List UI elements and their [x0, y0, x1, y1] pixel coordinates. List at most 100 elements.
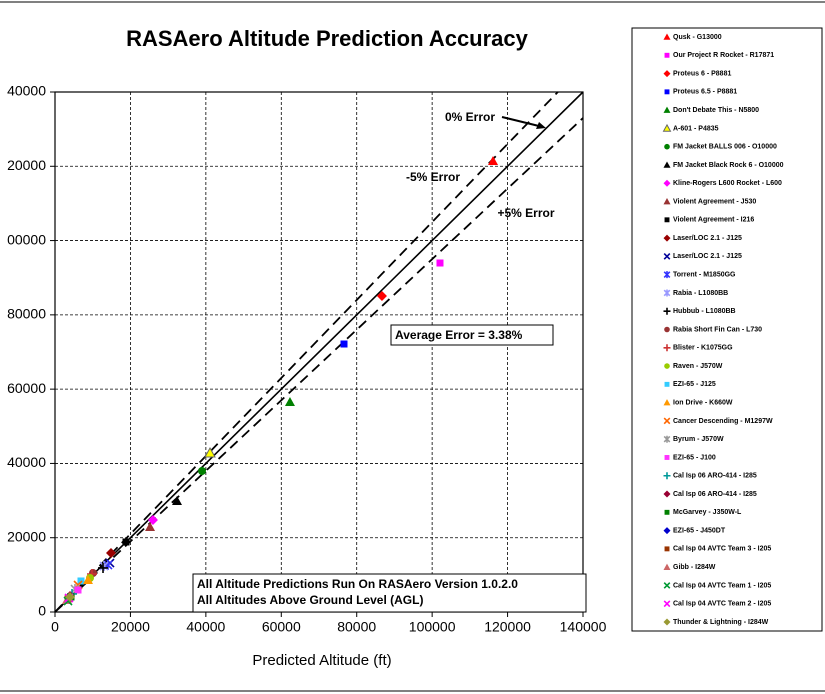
- arrow-line: [501, 116, 544, 128]
- arrow-head: [536, 122, 546, 129]
- point: [376, 290, 387, 301]
- legend-label: McGarvey - J350W-L: [673, 509, 742, 516]
- legend-marker: [663, 417, 671, 425]
- y-tick-label: 20000: [7, 528, 46, 544]
- legend-label: FM Jacket BALLS 006 - O10000: [673, 144, 777, 151]
- legend-label: Kline-Rogers L600 Rocket - L600: [673, 180, 782, 187]
- legend-label: Byrum - J570W: [673, 436, 724, 443]
- legend-marker: [663, 33, 671, 40]
- x-tick-label: 140000: [560, 619, 607, 635]
- legend-label: Cal Isp 06 ARO-414 - I285: [673, 491, 757, 498]
- legend-marker: [663, 399, 671, 406]
- legend-label: Rabia Short Fin Can - L730: [673, 326, 762, 333]
- legend-label: Raven - J570W: [673, 363, 723, 370]
- reference-label: 0% Error: [445, 110, 495, 124]
- legend-label: Cancer Descending - M1297W: [673, 418, 773, 425]
- legend-marker: [663, 253, 671, 260]
- points: [61, 156, 499, 606]
- legend-label: Don't Debate This - N5800: [673, 107, 759, 114]
- point: [74, 586, 82, 594]
- reference-label: -5% Error: [406, 170, 460, 184]
- legend-marker: [663, 198, 671, 205]
- y-tick-label: 40000: [7, 454, 46, 470]
- legend-label: FM Jacket Black Rock 6 - O10000: [673, 162, 784, 169]
- legend-marker: [663, 289, 671, 297]
- legend-label: Cal Isp 04 AVTC Team 3 - I205: [673, 546, 771, 553]
- legend-label: Gibb - I284W: [673, 564, 716, 571]
- y-tick-label: 40000: [7, 83, 46, 99]
- legend-label: Violent Agreement - J530: [673, 198, 756, 205]
- legend-label: EZI-65 - J125: [673, 381, 716, 388]
- note: All Altitude Predictions Run On RASAero …: [197, 577, 518, 591]
- legend-marker: [664, 89, 670, 95]
- legend-label: Qusk - G13000: [673, 34, 722, 41]
- legend-marker: [664, 217, 670, 223]
- legend-marker: [664, 326, 670, 333]
- legend-marker: [664, 52, 670, 58]
- y-tick-label: 20000: [7, 157, 46, 173]
- point: [172, 496, 183, 506]
- point: [340, 340, 348, 348]
- legend-marker: [663, 344, 671, 352]
- average-error: Average Error = 3.38%: [395, 328, 523, 342]
- legend-marker: [663, 161, 671, 168]
- legend-label: Violent Agreement - I216: [673, 217, 754, 224]
- legend-marker: [664, 546, 670, 552]
- point: [145, 522, 156, 532]
- legend-marker: [663, 472, 671, 480]
- legend-label: Cal Isp 06 ARO-414 - I285: [673, 473, 757, 480]
- average-box: [390, 324, 554, 346]
- legend-marker: [663, 582, 671, 589]
- point: [83, 574, 93, 584]
- chart-title: RASAero Altitude Prediction Accuracy: [126, 26, 529, 51]
- legend-label: Proteus 6.5 - P8881: [673, 89, 737, 96]
- legend-label: Cal Isp 04 AVTC Team 1 - I205: [673, 582, 771, 589]
- legend-marker: [663, 618, 671, 626]
- reference-line: [54, 117, 584, 613]
- legend-marker: [663, 600, 671, 608]
- x-tick-label: 60000: [262, 619, 301, 635]
- y-tick-label: 0: [38, 603, 46, 619]
- legend-label: A-601 - P4835: [673, 125, 719, 132]
- legend-label: Ion Drive - K660W: [673, 399, 733, 406]
- x-axis-title: Predicted Altitude (ft): [252, 652, 391, 669]
- legend-marker: [663, 490, 671, 498]
- legend-label: Proteus 6 - P8881: [673, 70, 731, 77]
- x-tick-label: 120000: [484, 619, 531, 635]
- legend-marker: [663, 563, 671, 570]
- legend-label: Hubbub - L1080BB: [673, 308, 736, 315]
- point: [98, 562, 109, 573]
- x-tick-label: 100000: [409, 619, 456, 635]
- legend-label: Rabia - L1080BB: [673, 290, 728, 297]
- legend-marker: [664, 363, 670, 369]
- legend-label: Thunder & Lightning - I284W: [673, 619, 769, 626]
- legend-marker: [664, 455, 670, 460]
- point: [198, 467, 207, 476]
- legend-label: Laser/LOC 2.1 - J125: [673, 235, 742, 242]
- legend-marker: [664, 143, 670, 150]
- legend-label: Blister - K1075GG: [673, 345, 733, 352]
- legend-marker: [663, 307, 671, 315]
- legend-marker: [663, 106, 671, 113]
- legend-marker: [663, 435, 671, 443]
- point: [488, 156, 499, 166]
- legend-marker: [664, 509, 670, 515]
- reference-label: +5% Error: [497, 206, 554, 220]
- legend-marker: [664, 381, 670, 387]
- y-tick-label: 60000: [7, 380, 46, 396]
- legend-marker: [663, 271, 671, 279]
- point: [122, 538, 130, 546]
- point: [65, 591, 76, 602]
- legend-marker: [663, 234, 671, 242]
- legend-box: [631, 27, 823, 632]
- reference-lines: [54, 91, 584, 613]
- legend-label: Laser/LOC 2.1 - J125: [673, 253, 742, 260]
- legend-marker: [663, 70, 671, 78]
- legend-label: EZI-65 - J100: [673, 454, 716, 461]
- legend-label: Our Project R Rocket - R17871: [673, 52, 774, 59]
- y-tick-label: 80000: [7, 306, 46, 322]
- y-tick-label: 00000: [7, 231, 46, 247]
- legend-label: Cal Isp 04 AVTC Team 2 - I205: [673, 601, 771, 608]
